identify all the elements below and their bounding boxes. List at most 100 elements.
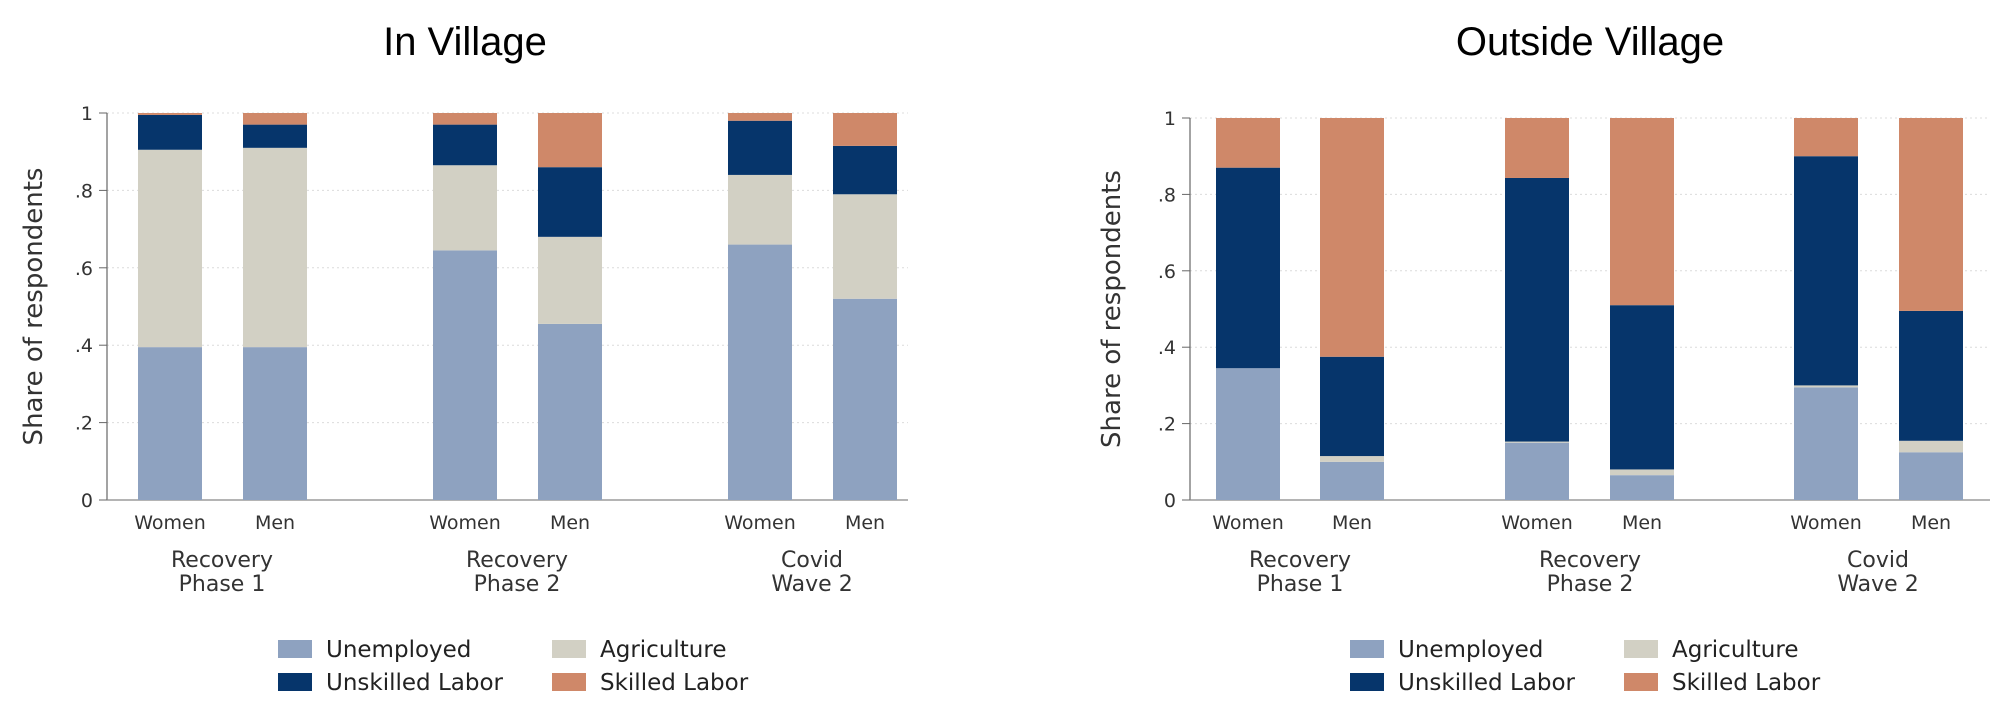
bar-segment-unskilled-labor <box>243 124 307 148</box>
bar-segment-unskilled-labor <box>1505 177 1569 442</box>
y-axis-label: Share of respondents <box>1097 170 1127 448</box>
x-group-label: Recovery <box>1539 548 1641 573</box>
y-tick-label: .6 <box>75 258 93 280</box>
y-tick-label: .8 <box>1158 184 1176 206</box>
x-group-label: Recovery <box>1249 548 1351 573</box>
x-bar-label: Men <box>255 512 295 534</box>
bar-segment-unskilled-labor <box>728 120 792 175</box>
bar-segment-unemployed <box>1216 368 1280 500</box>
x-group-label: Phase 2 <box>1547 572 1634 597</box>
bar-segment-unskilled-labor <box>1794 156 1858 386</box>
y-tick-label: 0 <box>81 490 93 512</box>
bar-segment-unskilled-labor <box>138 114 202 150</box>
legend-label: Skilled Labor <box>600 670 749 696</box>
bar-segment-skilled-labor <box>1794 118 1858 157</box>
bar-segment-unskilled-labor <box>1216 167 1280 369</box>
y-tick-label: .6 <box>1158 261 1176 283</box>
x-bar-label: Men <box>845 512 885 534</box>
bar-segment-skilled-labor <box>433 113 497 125</box>
legend-swatch <box>278 640 312 658</box>
bar-segment-unskilled-labor <box>1610 305 1674 470</box>
bar-segment-agriculture <box>1505 441 1569 443</box>
bar-segment-unskilled-labor <box>1320 356 1384 457</box>
bar-segment-unemployed <box>1320 461 1384 500</box>
y-axis-label: Share of respondents <box>19 168 49 446</box>
bar-segment-skilled-labor <box>1610 118 1674 306</box>
bar-segment-agriculture <box>1899 440 1963 453</box>
legend-swatch <box>1350 640 1384 658</box>
y-tick-label: .4 <box>75 335 93 357</box>
bar-segment-unskilled-labor <box>433 124 497 166</box>
y-tick-label: 1 <box>1164 108 1176 130</box>
y-tick-label: .4 <box>1158 337 1176 359</box>
x-group-label: Covid <box>781 548 843 573</box>
legend-swatch <box>278 673 312 691</box>
legend-label: Unemployed <box>1398 637 1543 663</box>
x-group-label: Phase 2 <box>474 572 561 597</box>
bar-segment-unemployed <box>833 298 897 500</box>
legend-label: Skilled Labor <box>1672 670 1821 696</box>
chart-title: Outside Village <box>1456 20 1724 64</box>
bar-segment-unemployed <box>1794 387 1858 500</box>
legend-swatch <box>1350 673 1384 691</box>
x-group-label: Wave 2 <box>771 572 852 597</box>
bar-segment-skilled-labor <box>1216 118 1280 168</box>
bar-segment-agriculture <box>1320 456 1384 462</box>
y-tick-label: 1 <box>81 103 93 125</box>
x-bar-label: Women <box>429 512 501 534</box>
y-tick-label: .8 <box>75 180 93 202</box>
bar-segment-agriculture <box>833 194 897 299</box>
x-bar-label: Men <box>1622 512 1662 534</box>
legend-label: Unskilled Labor <box>1398 670 1576 696</box>
bar-segment-agriculture <box>728 174 792 245</box>
x-bar-label: Men <box>550 512 590 534</box>
bar-segment-agriculture <box>1794 385 1858 388</box>
x-bar-label: Women <box>134 512 206 534</box>
bar-segment-unemployed <box>1899 452 1963 500</box>
x-bar-label: Women <box>1501 512 1573 534</box>
x-group-label: Wave 2 <box>1837 572 1918 597</box>
legend-label: Unemployed <box>326 637 471 663</box>
chart-panel-2: Outside Village Share of respondents 0 .2 .4… <box>1097 20 1990 696</box>
bar-segment-unemployed <box>433 250 497 500</box>
bar-segment-skilled-labor <box>538 113 602 168</box>
y-tick-label: 0 <box>1164 490 1176 512</box>
bar-segment-unemployed <box>138 347 202 500</box>
legend: Unemployed Agriculture Unskilled Labor Skil… <box>278 637 749 696</box>
bar-segment-agriculture <box>538 236 602 324</box>
bar-segment-skilled-labor <box>138 113 202 115</box>
bar-segment-unemployed <box>1610 475 1674 500</box>
x-bar-label: Women <box>724 512 796 534</box>
bar-segment-skilled-labor <box>728 113 792 121</box>
chart-panel-1: In Village Share of respondents 0 .2 .4 .6 .8 1… <box>19 20 908 696</box>
bar-segment-unskilled-labor <box>833 145 897 195</box>
bar-segment-agriculture <box>243 147 307 348</box>
y-tick-label: .2 <box>75 413 93 435</box>
x-group-label: Covid <box>1847 548 1909 573</box>
x-bar-label: Women <box>1790 512 1862 534</box>
bar-segment-unskilled-labor <box>538 167 602 237</box>
bar-segment-unemployed <box>243 347 307 500</box>
bar-segment-unemployed <box>538 323 602 500</box>
x-group-label: Recovery <box>466 548 568 573</box>
legend-swatch <box>552 640 586 658</box>
bar-segment-skilled-labor <box>1899 118 1963 311</box>
bar-segment-skilled-labor <box>1320 118 1384 357</box>
y-tick-label: .2 <box>1158 414 1176 436</box>
bar-segment-agriculture <box>1610 469 1674 476</box>
legend-label: Agriculture <box>600 637 727 663</box>
legend-swatch <box>1624 673 1658 691</box>
bar-segment-unemployed <box>1505 442 1569 500</box>
bar-segment-agriculture <box>433 165 497 251</box>
legend-swatch <box>552 673 586 691</box>
bar-segment-unemployed <box>728 244 792 500</box>
x-group-label: Phase 1 <box>179 572 266 597</box>
legend-label: Agriculture <box>1672 637 1799 663</box>
x-bar-label: Men <box>1332 512 1372 534</box>
legend-swatch <box>1624 640 1658 658</box>
legend: Unemployed Agriculture Unskilled Labor Skil… <box>1350 637 1821 696</box>
x-bar-label: Men <box>1911 512 1951 534</box>
x-group-label: Phase 1 <box>1257 572 1344 597</box>
bar-segment-skilled-labor <box>833 113 897 146</box>
